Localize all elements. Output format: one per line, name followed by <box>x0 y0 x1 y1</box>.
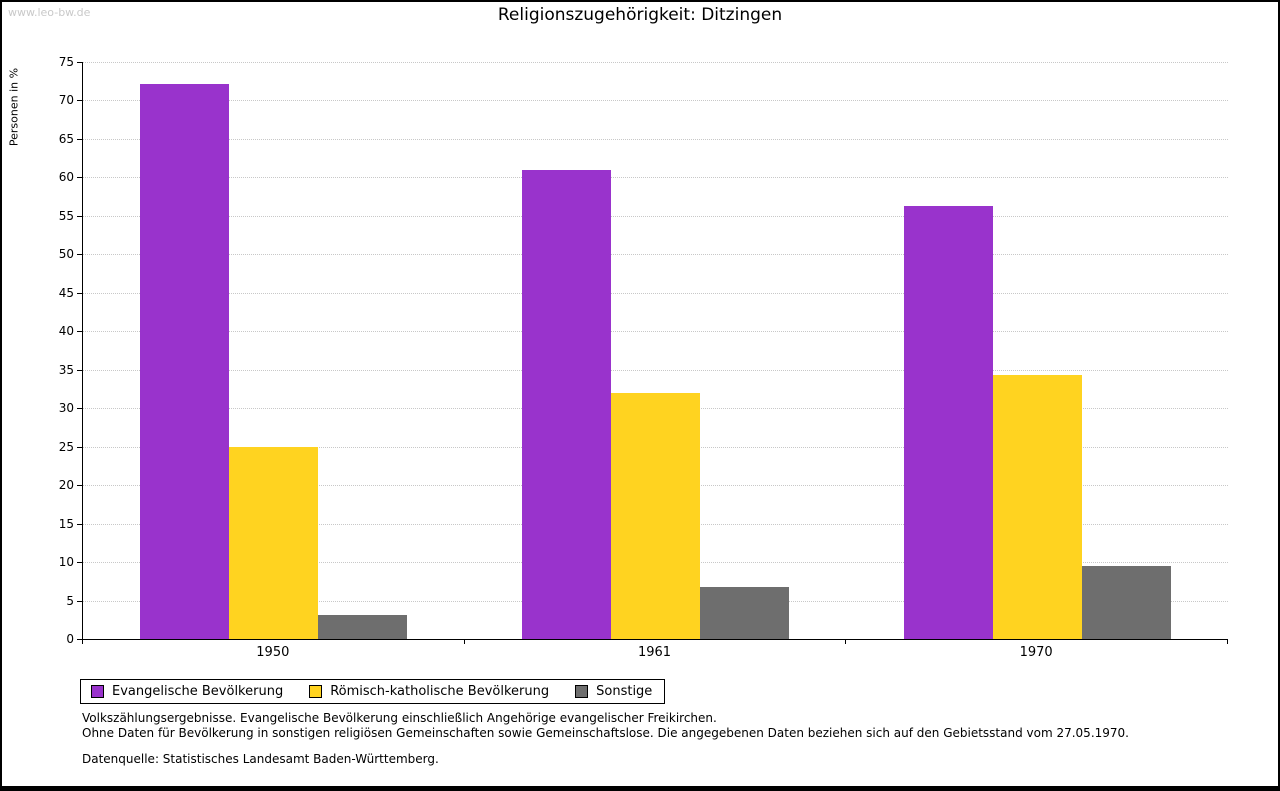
y-tick-mark <box>77 215 82 217</box>
gridline <box>83 254 1228 256</box>
y-tick-mark <box>77 523 82 525</box>
gridline <box>83 138 1228 140</box>
y-axis-title: Personen in % <box>7 67 21 147</box>
x-tick-mark <box>82 640 83 644</box>
watermark-url: www.leo-bw.de <box>8 6 91 19</box>
x-tick-label-1970: 1970 <box>1019 645 1053 660</box>
legend-label: Sonstige <box>596 684 653 699</box>
y-tick-mark <box>77 562 82 564</box>
y-tick-mark <box>77 446 82 448</box>
x-tick-mark <box>1227 640 1228 644</box>
y-tick-label: 70 <box>58 93 74 108</box>
legend: Evangelische Bevölkerung Römisch-katholis… <box>80 679 666 704</box>
y-tick-mark <box>77 369 82 371</box>
y-tick-label: 65 <box>58 131 74 146</box>
legend-swatch-icon <box>575 685 589 698</box>
y-tick-label: 60 <box>58 170 74 185</box>
y-tick-label: 55 <box>58 208 74 223</box>
footnote-line-1: Volkszählungsergebnisse. Evangelische Be… <box>82 711 717 725</box>
gridline <box>83 369 1228 371</box>
x-tick-mark <box>463 640 465 644</box>
gridline <box>83 292 1228 294</box>
y-tick-mark <box>77 408 82 410</box>
gridline <box>83 177 1228 179</box>
legend-swatch-icon <box>91 685 104 698</box>
gridline <box>83 62 1228 63</box>
legend-entry-2: Sonstige <box>575 684 652 699</box>
y-tick-mark <box>77 254 82 256</box>
x-tick-mark <box>845 640 847 644</box>
legend-entry-0: Evangelische Bevölkerung <box>91 684 283 699</box>
bar-1970-series-1 <box>992 375 1082 639</box>
legend-entry-1: Römisch-katholische Bevölkerung <box>309 684 549 699</box>
y-tick-mark <box>77 100 82 102</box>
y-tick-mark <box>77 331 82 333</box>
y-tick-label: 75 <box>58 55 74 69</box>
plot-area <box>82 62 1228 640</box>
y-tick-label: 15 <box>58 516 74 531</box>
bar-1961-series-0 <box>522 169 611 639</box>
y-tick-mark <box>77 485 82 487</box>
footnote-source: Datenquelle: Statistisches Landesamt Bad… <box>82 752 439 766</box>
bar-1970-series-0 <box>903 205 993 639</box>
y-tick-label: 30 <box>58 401 74 416</box>
x-tick-label-1961: 1961 <box>637 645 672 660</box>
gridline <box>83 100 1228 102</box>
bar-1970-series-2 <box>1081 565 1171 639</box>
chart-title: Religionszugehörigkeit: Ditzingen <box>497 5 783 25</box>
bar-1961-series-1 <box>611 392 700 639</box>
legend-label: Evangelische Bevölkerung <box>112 684 284 699</box>
gridline <box>83 331 1228 333</box>
footnotes: Volkszählungsergebnisse. Evangelische Be… <box>82 711 1129 767</box>
x-tick-label-1950: 1950 <box>256 645 290 660</box>
y-tick-label: 25 <box>58 439 74 454</box>
y-tick-label: 40 <box>58 324 74 339</box>
legend-label: Römisch-katholische Bevölkerung <box>330 684 550 699</box>
y-tick-mark <box>77 639 82 640</box>
y-tick-label: 10 <box>58 555 74 570</box>
y-tick-label: 50 <box>58 247 74 262</box>
y-tick-label: 45 <box>58 285 74 300</box>
y-tick-label: 20 <box>58 478 74 493</box>
gridline <box>83 215 1228 217</box>
y-tick-mark <box>77 600 82 602</box>
y-tick-mark <box>77 62 82 63</box>
legend-swatch-icon <box>309 685 323 698</box>
y-tick-mark <box>77 177 82 179</box>
y-tick-label: 35 <box>58 362 74 377</box>
bar-1950-series-1 <box>229 447 319 639</box>
footnote-line-2: Ohne Daten für Bevölkerung in sonstigen … <box>82 726 1129 740</box>
bar-1950-series-2 <box>318 615 408 639</box>
y-tick-mark <box>77 292 82 294</box>
y-tick-mark <box>77 138 82 140</box>
bar-1961-series-2 <box>700 586 789 639</box>
y-tick-label: 0 <box>66 632 74 646</box>
bar-1950-series-0 <box>140 84 230 639</box>
y-tick-label: 5 <box>66 593 74 608</box>
